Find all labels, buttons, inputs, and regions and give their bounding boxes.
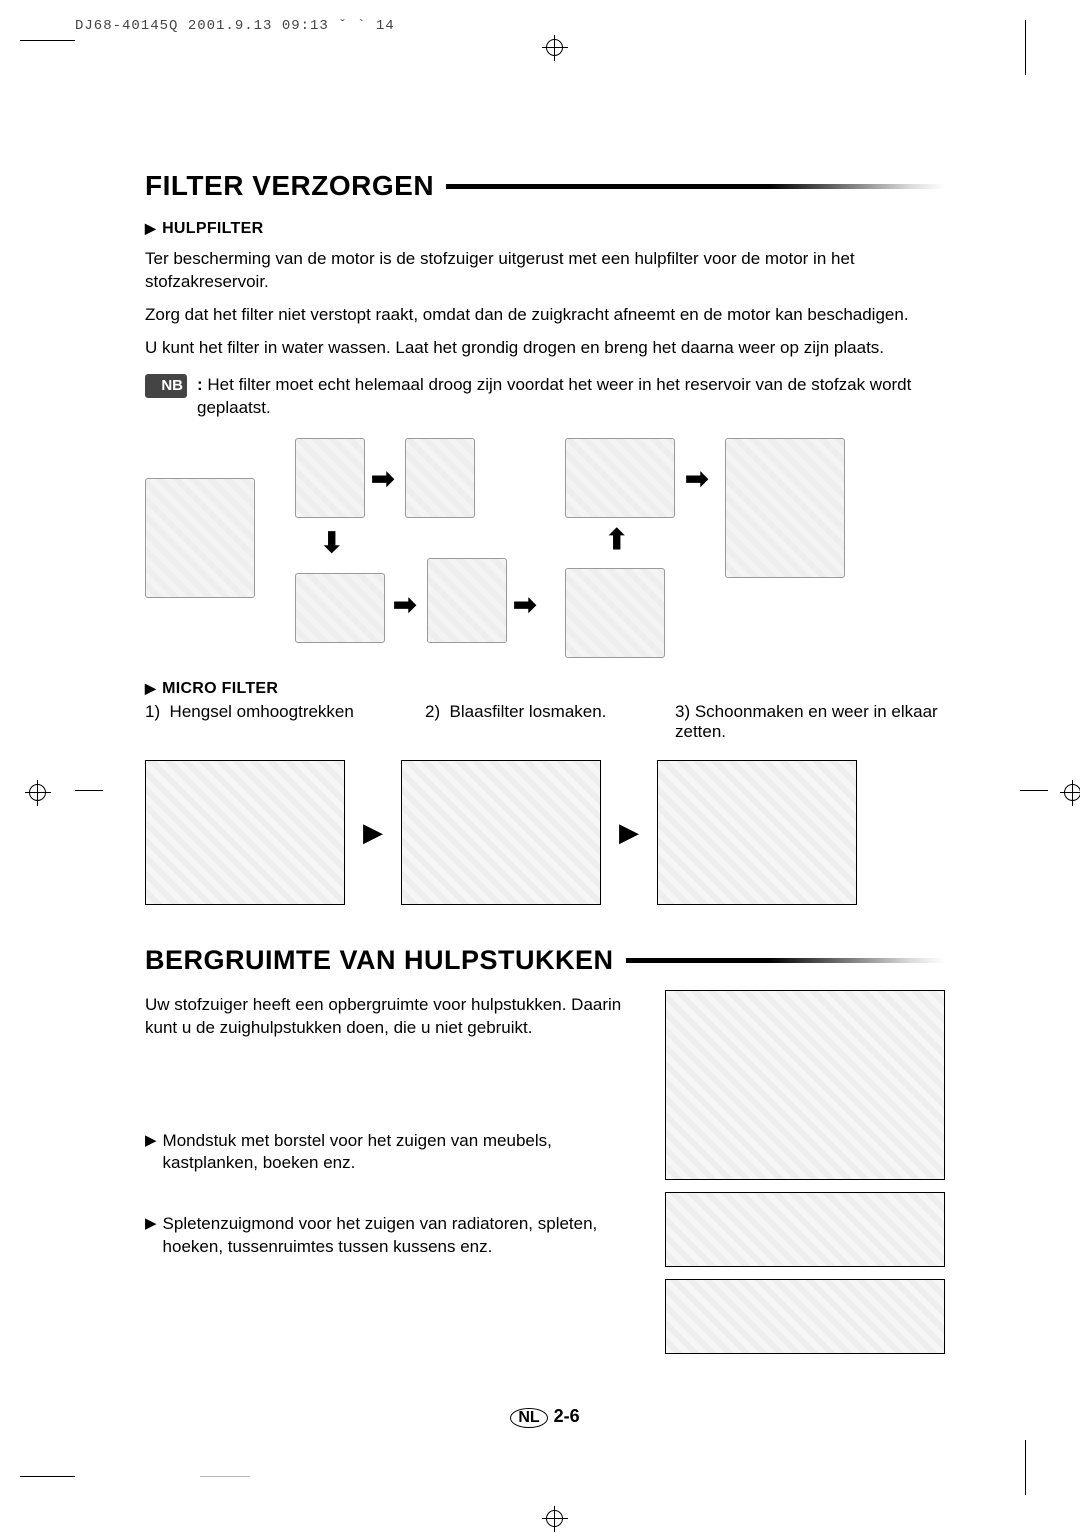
crop-mark bbox=[75, 790, 103, 791]
bullet-text: Spletenzuigmond voor het zuigen van radi… bbox=[163, 1213, 635, 1259]
nb-badge: NB bbox=[145, 374, 187, 398]
illus-insert-filter bbox=[565, 438, 675, 518]
microfilter-block: ▶ MICRO FILTER 1) Hengsel omhoogtrekken 2… bbox=[145, 680, 945, 905]
nb-text: : Het filter moet echt helemaal droog zi… bbox=[197, 374, 945, 420]
illus-filter-shake bbox=[405, 438, 475, 518]
page-number-text: 2-6 bbox=[554, 1406, 580, 1426]
microfilter-illustrations: ▶ ▶ bbox=[145, 760, 945, 905]
nb-colon: : bbox=[197, 375, 203, 394]
page-number: NL 2-6 bbox=[145, 1406, 945, 1428]
registration-mark-icon bbox=[25, 780, 51, 806]
illus-dry-filter bbox=[565, 568, 665, 658]
arrow-up-icon: ⬆ bbox=[605, 523, 628, 556]
illus-accessory-storage bbox=[665, 990, 945, 1180]
registration-mark-icon bbox=[542, 35, 568, 61]
paragraph: Uw stofzuiger heeft een opbergruimte voo… bbox=[145, 994, 635, 1040]
illus-step2 bbox=[401, 760, 601, 905]
page-lang-badge: NL bbox=[510, 1408, 547, 1428]
illus-right-sequence: ⬆ ➡ bbox=[565, 438, 945, 658]
illus-vacuum-open bbox=[145, 478, 255, 598]
nb-note: NB : Het filter moet echt helemaal droog… bbox=[145, 374, 945, 420]
section-title-text: BERGRUIMTE VAN HULPSTUKKEN bbox=[145, 945, 614, 976]
bullet-mondstuk: ▶ Mondstuk met borstel voor het zuigen v… bbox=[145, 1130, 635, 1176]
triangle-right-icon: ▶ bbox=[145, 1130, 157, 1176]
document-header: DJ68-40145Q 2001.9.13 09:13 ˇ ` 14 bbox=[75, 18, 395, 34]
illus-filter-vertical bbox=[295, 438, 365, 518]
subheader-microfilter: ▶ MICRO FILTER bbox=[145, 680, 945, 698]
illus-brush-nozzle bbox=[665, 1192, 945, 1267]
microfilter-steps: 1) Hengsel omhoogtrekken 2) Blaasfilter … bbox=[145, 702, 945, 742]
arrow-right-icon: ➡ bbox=[685, 462, 708, 495]
triangle-right-icon: ▶ bbox=[145, 1213, 157, 1259]
crop-mark bbox=[20, 1476, 75, 1477]
registration-mark-icon bbox=[542, 1506, 568, 1532]
arrow-right-icon: ➡ bbox=[371, 462, 394, 495]
nb-body: Het filter moet echt helemaal droog zijn… bbox=[197, 375, 911, 417]
subheader-label: MICRO FILTER bbox=[162, 680, 278, 697]
section-title-filter: FILTER VERZORGEN bbox=[145, 170, 945, 202]
illus-filter-tray bbox=[295, 573, 385, 643]
illus-vacuum-assembled bbox=[725, 438, 845, 578]
crop-mark bbox=[1025, 20, 1026, 75]
arrow-right-icon: ➡ bbox=[393, 588, 416, 621]
illus-wash-tap bbox=[427, 558, 507, 643]
triangle-right-icon: ▶ bbox=[145, 220, 156, 236]
crop-mark bbox=[20, 40, 75, 41]
triangle-right-icon: ▶ bbox=[145, 680, 156, 696]
title-rule bbox=[626, 958, 945, 963]
section-bergruimte: BERGRUIMTE VAN HULPSTUKKEN Uw stofzuiger… bbox=[145, 945, 945, 1428]
paragraph: U kunt het filter in water wassen. Laat … bbox=[145, 337, 945, 360]
bergruimte-image-column bbox=[665, 990, 945, 1366]
illus-step1 bbox=[145, 760, 345, 905]
section-title-bergruimte: BERGRUIMTE VAN HULPSTUKKEN bbox=[145, 945, 945, 976]
bullet-spletenzuigmond: ▶ Spletenzuigmond voor het zuigen van ra… bbox=[145, 1213, 635, 1259]
registration-mark-icon bbox=[1060, 780, 1080, 806]
paragraph: Zorg dat het filter niet verstopt raakt,… bbox=[145, 304, 945, 327]
step-3: 3) Schoonmaken en weer in elkaar zetten. bbox=[675, 702, 945, 742]
step-1: 1) Hengsel omhoogtrekken bbox=[145, 702, 425, 742]
triangle-right-icon: ▶ bbox=[619, 817, 639, 848]
subheader-label: HULPFILTER bbox=[162, 220, 263, 237]
paragraph: Ter bescherming van de motor is de stofz… bbox=[145, 248, 945, 294]
illus-crevice-nozzle bbox=[665, 1279, 945, 1354]
page-content: FILTER VERZORGEN ▶ HULPFILTER Ter bescher… bbox=[145, 170, 945, 1428]
hulpfilter-illustrations: ➡ ⬇ ➡ ➡ ⬆ ➡ bbox=[145, 438, 945, 658]
crop-mark bbox=[200, 1476, 250, 1477]
arrow-right-icon: ➡ bbox=[513, 588, 536, 621]
title-rule bbox=[446, 184, 945, 189]
bergruimte-text-column: Uw stofzuiger heeft een opbergruimte voo… bbox=[145, 990, 635, 1366]
arrow-down-icon: ⬇ bbox=[320, 526, 343, 559]
illus-step3 bbox=[657, 760, 857, 905]
crop-mark bbox=[1020, 790, 1048, 791]
section-title-text: FILTER VERZORGEN bbox=[145, 170, 434, 202]
illus-left-sequence: ➡ ⬇ ➡ ➡ bbox=[145, 438, 525, 658]
step-2: 2) Blaasfilter losmaken. bbox=[425, 702, 675, 742]
bullet-text: Mondstuk met borstel voor het zuigen van… bbox=[163, 1130, 635, 1176]
triangle-right-icon: ▶ bbox=[363, 817, 383, 848]
crop-mark bbox=[1025, 1440, 1026, 1495]
subheader-hulpfilter: ▶ HULPFILTER bbox=[145, 220, 945, 238]
